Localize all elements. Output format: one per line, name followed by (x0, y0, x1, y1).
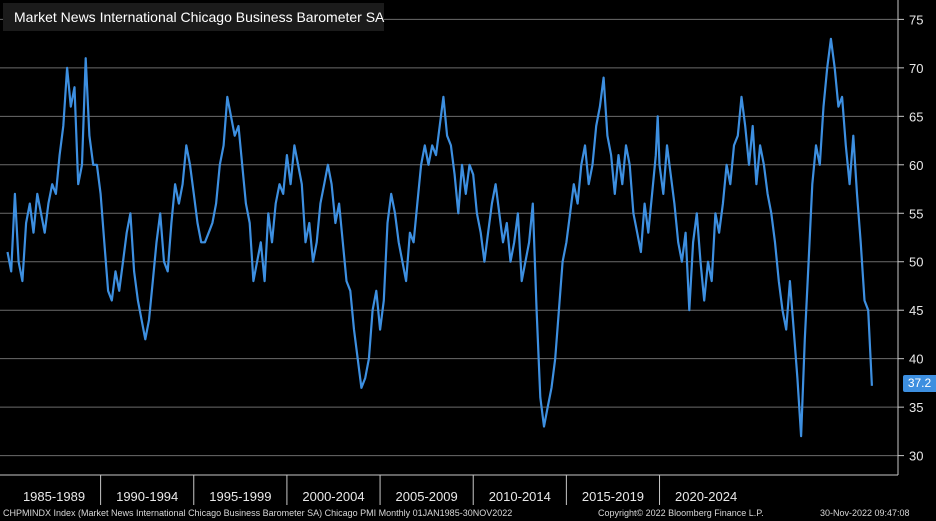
footer-timestamp: 30-Nov-2022 09:47:08 (820, 508, 910, 518)
y-tick-label: 75 (909, 12, 923, 27)
footer: CHPMINDX Index (Market News Internationa… (0, 506, 936, 521)
axes (0, 0, 904, 505)
x-tick-label: 1985-1989 (23, 489, 85, 504)
x-tick-label: 2000-2004 (302, 489, 364, 504)
y-tick-labels: 30 35 40 45 50 55 60 65 70 75 (909, 12, 923, 463)
legend-label: Market News International Chicago Busine… (14, 9, 385, 25)
y-tick-label: 60 (909, 158, 923, 173)
x-tick-label: 2015-2019 (582, 489, 644, 504)
grid-lines (0, 18, 898, 457)
y-tick-label: 35 (909, 400, 923, 415)
y-tick-label: 50 (909, 255, 923, 270)
legend: Market News International Chicago Busine… (3, 3, 384, 31)
y-tick-label: 65 (909, 109, 923, 124)
x-tick-labels: 1985-1989 1990-1994 1995-1999 2000-2004 2005… (23, 489, 737, 504)
y-tick-label: 70 (909, 61, 923, 76)
last-value-label: 37.2 (903, 375, 936, 392)
y-tick-label: 40 (909, 352, 923, 367)
x-tick-label: 1990-1994 (116, 489, 178, 504)
x-tick-label: 2010-2014 (489, 489, 551, 504)
footer-source: CHPMINDX Index (Market News Internationa… (3, 508, 513, 518)
y-tick-label: 30 (909, 449, 923, 464)
x-tick-label: 2005-2009 (396, 489, 458, 504)
y-tick-label: 55 (909, 206, 923, 221)
series-line (6, 37, 873, 438)
x-tick-label: 1995-1999 (209, 489, 271, 504)
x-tick-label: 2020-2024 (675, 489, 737, 504)
y-tick-label: 45 (909, 303, 923, 318)
footer-copyright: Copyright© 2022 Bloomberg Finance L.P. (598, 508, 764, 518)
